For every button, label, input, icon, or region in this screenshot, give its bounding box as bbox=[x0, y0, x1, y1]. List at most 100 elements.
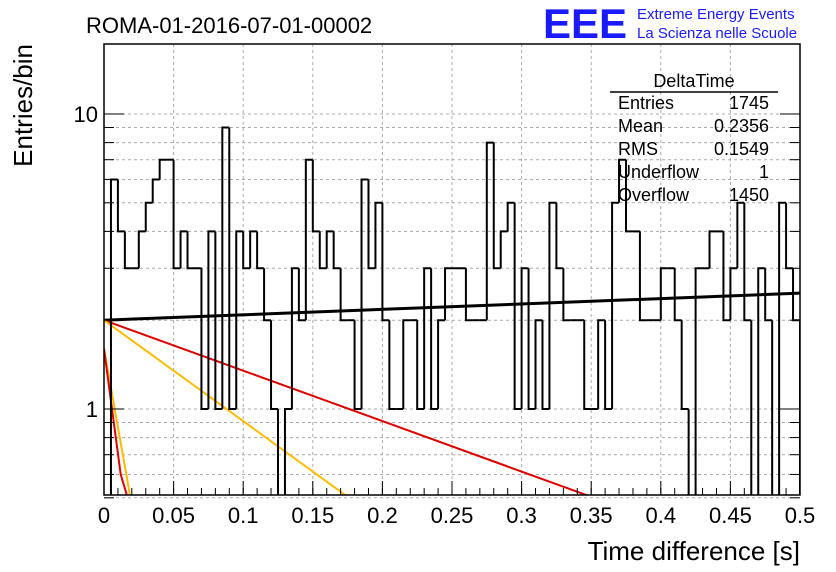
histogram-bin bbox=[687, 409, 690, 495]
histogram-bin bbox=[757, 267, 766, 495]
histogram-bin bbox=[785, 202, 794, 270]
fit-lines bbox=[104, 291, 800, 495]
histogram-bin bbox=[158, 158, 167, 180]
histogram-bin bbox=[680, 320, 689, 410]
histogram-bin bbox=[332, 231, 341, 270]
stats-rows: Entries 1745 Mean 0.2356 RMS 0.1549 Underflow 1… bbox=[618, 93, 769, 205]
histogram-bin bbox=[618, 158, 626, 203]
histogram-bin bbox=[764, 268, 773, 322]
stats-label: Overflow bbox=[618, 185, 690, 205]
histogram-bin bbox=[444, 267, 452, 321]
histogram-bin bbox=[402, 319, 411, 409]
histogram-bin bbox=[116, 179, 125, 233]
histogram-bin bbox=[597, 319, 606, 409]
histogram-bin bbox=[506, 201, 515, 232]
x-tick-label: 0.25 bbox=[431, 503, 474, 528]
histogram-bin bbox=[437, 319, 446, 409]
axis-ticks: 0 0.05 0.1 0.15 0.2 0.25 0.3 0.35 0.4 0.45 0.5 1 10 bbox=[74, 102, 816, 528]
stats-label: Entries bbox=[618, 93, 674, 113]
histogram-bin bbox=[228, 127, 237, 410]
histogram-bin bbox=[541, 320, 550, 410]
stats-value: 1745 bbox=[729, 93, 769, 113]
histogram-bin bbox=[729, 267, 738, 321]
stats-label: Mean bbox=[618, 116, 663, 136]
eee-logo: EEE Extreme Energy Events La Scienza nel… bbox=[543, 0, 797, 47]
histogram-bin bbox=[214, 231, 223, 410]
fit-line bbox=[104, 291, 800, 322]
histogram-bin bbox=[799, 320, 800, 495]
histogram-bin bbox=[297, 268, 306, 322]
histogram-bin bbox=[249, 230, 258, 269]
histogram-bin bbox=[235, 230, 244, 409]
histogram-bin bbox=[381, 202, 390, 322]
histogram-bin bbox=[318, 231, 327, 270]
histogram-bin bbox=[339, 268, 348, 322]
histogram-bin bbox=[513, 202, 522, 410]
histogram-bin bbox=[430, 268, 439, 410]
y-axis-label: Entries/bin bbox=[8, 44, 38, 167]
histogram-bin bbox=[109, 178, 118, 495]
fit-line bbox=[104, 348, 131, 495]
histogram-bin bbox=[534, 319, 543, 409]
histogram-bin bbox=[388, 320, 397, 410]
histogram-bin bbox=[123, 231, 132, 270]
histogram-bin bbox=[311, 159, 320, 233]
histogram-bin bbox=[367, 179, 376, 270]
x-tick-label: 0.3 bbox=[506, 503, 537, 528]
histogram-bin bbox=[499, 230, 508, 269]
y-tick-label: 10 bbox=[74, 102, 98, 127]
y-tick-label: 1 bbox=[86, 397, 98, 422]
histogram-bin bbox=[548, 201, 557, 409]
fit-line bbox=[104, 348, 128, 495]
histogram-bin bbox=[778, 201, 787, 495]
stats-label: RMS bbox=[618, 139, 658, 159]
histogram-bin bbox=[583, 320, 592, 410]
x-tick-label: 0.1 bbox=[228, 503, 259, 528]
histogram-bin bbox=[144, 201, 153, 232]
x-tick-label: 0.4 bbox=[646, 503, 677, 528]
x-tick-label: 0.5 bbox=[785, 503, 816, 528]
histogram-bin bbox=[416, 320, 425, 410]
logo-line-1: Extreme Energy Events bbox=[637, 6, 795, 23]
eee-logo-mark: EEE bbox=[543, 0, 627, 47]
histogram-bin bbox=[207, 230, 216, 409]
chart-title: ROMA-01-2016-07-01-00002 bbox=[86, 13, 372, 38]
x-tick-label: 0.35 bbox=[570, 503, 613, 528]
histogram-bin bbox=[821, 409, 828, 505]
stats-value: 1450 bbox=[729, 185, 769, 205]
x-tick-label: 0.45 bbox=[709, 503, 752, 528]
histogram-bin bbox=[708, 230, 717, 269]
stats-label: Underflow bbox=[618, 162, 700, 182]
stats-box: DeltaTime Entries 1745 Mean 0.2356 RMS 0.1549… bbox=[610, 71, 778, 205]
histogram-bin bbox=[353, 320, 362, 410]
histogram-bin bbox=[520, 267, 529, 409]
histogram-bin bbox=[283, 408, 292, 495]
histogram-bin bbox=[464, 268, 473, 322]
x-tick-label: 0.15 bbox=[291, 503, 334, 528]
histogram-bin bbox=[200, 268, 209, 410]
histogram-bin bbox=[270, 320, 278, 410]
stats-value: 0.1549 bbox=[714, 139, 769, 159]
histogram-bin bbox=[743, 202, 752, 322]
histogram-bin bbox=[673, 268, 682, 322]
histogram-bin bbox=[374, 201, 383, 269]
stats-title: DeltaTime bbox=[653, 71, 734, 91]
histogram-bin bbox=[750, 320, 753, 495]
histogram-bin bbox=[771, 320, 774, 495]
histogram-bin bbox=[485, 141, 494, 321]
logo-line-2: La Scienza nelle Scuole bbox=[637, 25, 797, 42]
histogram-bin bbox=[263, 268, 272, 322]
histogram-bin bbox=[242, 231, 251, 270]
histogram-bars bbox=[109, 126, 828, 505]
histogram-bin bbox=[659, 267, 668, 321]
histogram-bin bbox=[562, 268, 571, 322]
x-tick-label: 0 bbox=[98, 503, 110, 528]
histogram-bin bbox=[555, 202, 564, 270]
histogram-bin bbox=[304, 158, 313, 321]
stats-value: 1 bbox=[759, 162, 769, 182]
histogram-bin bbox=[137, 230, 146, 269]
histogram-bin bbox=[172, 159, 181, 270]
histogram-bin bbox=[638, 231, 647, 322]
fit-line bbox=[104, 319, 590, 495]
